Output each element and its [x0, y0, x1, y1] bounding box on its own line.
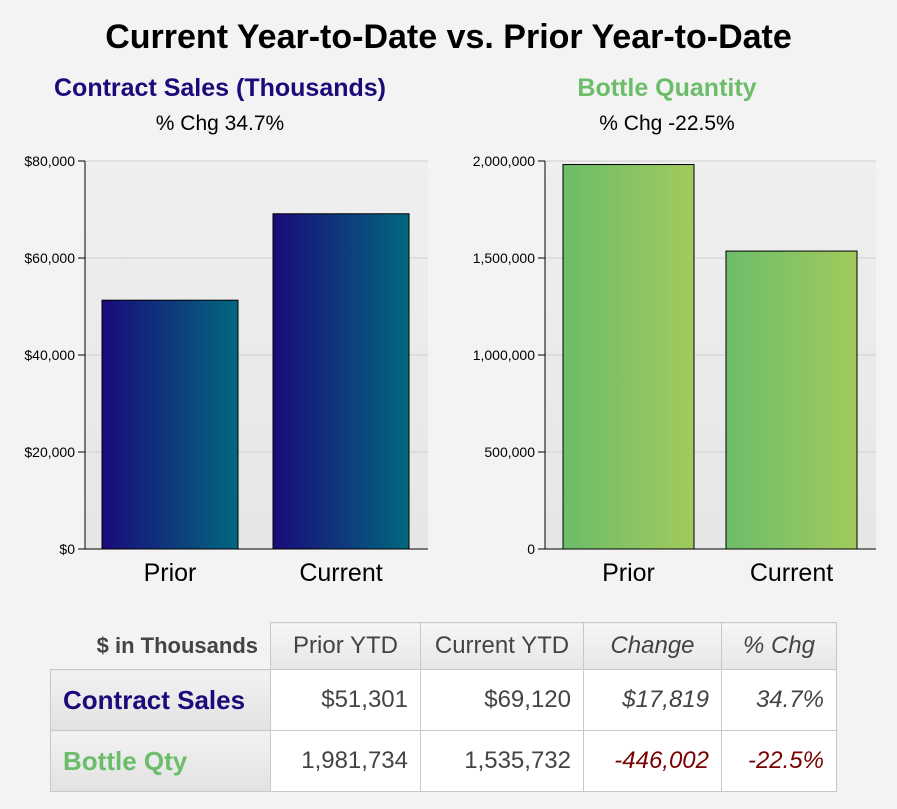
cell: -22.5%	[721, 730, 837, 792]
cell: $51,301	[270, 669, 421, 731]
cell: $69,120	[420, 669, 584, 731]
header-prior-ytd: Prior YTD	[270, 622, 421, 670]
bar-prior	[562, 164, 695, 550]
header-current-ytd: Current YTD	[420, 622, 584, 670]
cell: -446,002	[583, 730, 722, 792]
y-tick-label: 1,000,000	[473, 347, 535, 363]
bar-prior	[101, 299, 239, 550]
cell: 34.7%	[721, 669, 837, 731]
y-tick-label: 1,500,000	[473, 250, 535, 266]
x-tick-label: Current	[299, 559, 382, 587]
table-row: Contract Sales $51,301 $69,120 $17,819 3…	[50, 669, 837, 731]
bar-current	[725, 250, 858, 550]
cell: 1,981,734	[270, 730, 421, 792]
x-tick-label: Prior	[144, 559, 197, 587]
y-tick-label: $0	[59, 541, 75, 557]
sales-chart-subtitle: % Chg 34.7%	[155, 112, 285, 135]
y-tick-label: 500,000	[484, 444, 535, 460]
cell: 1,535,732	[420, 730, 584, 792]
bar-current	[272, 213, 410, 550]
summary-table: $ in Thousands Prior YTD Current YTD Cha…	[50, 622, 837, 792]
table-corner-label: $ in Thousands	[96, 632, 258, 658]
y-tick-label: 0	[527, 541, 535, 557]
qty-chart-subtitle: % Chg -22.5%	[599, 112, 735, 135]
y-tick-label: $20,000	[24, 444, 75, 460]
row-label-bottle-qty: Bottle Qty	[50, 730, 271, 792]
sales-chart-title: Contract Sales (Thousands)	[54, 74, 386, 102]
y-tick-label: $80,000	[24, 153, 75, 169]
y-tick-label: $40,000	[24, 347, 75, 363]
header-pct-chg: % Chg	[721, 622, 837, 670]
x-tick-label: Prior	[602, 559, 655, 587]
charts-canvas: $0 $20,000 $40,000 $60,000 $80,000 Prior Curre…	[24, 153, 876, 587]
x-tick-label: Current	[750, 559, 833, 587]
y-tick-label: $60,000	[24, 250, 75, 266]
header-change: Change	[583, 622, 722, 670]
y-tick-label: 2,000,000	[473, 153, 535, 169]
page-title: Current Year-to-Date vs. Prior Year-to-D…	[105, 18, 792, 56]
qty-chart-title: Bottle Quantity	[577, 74, 757, 102]
cell: $17,819	[583, 669, 722, 731]
table-row: Bottle Qty 1,981,734 1,535,732 -446,002 …	[50, 730, 837, 792]
row-label-contract-sales: Contract Sales	[50, 669, 271, 731]
